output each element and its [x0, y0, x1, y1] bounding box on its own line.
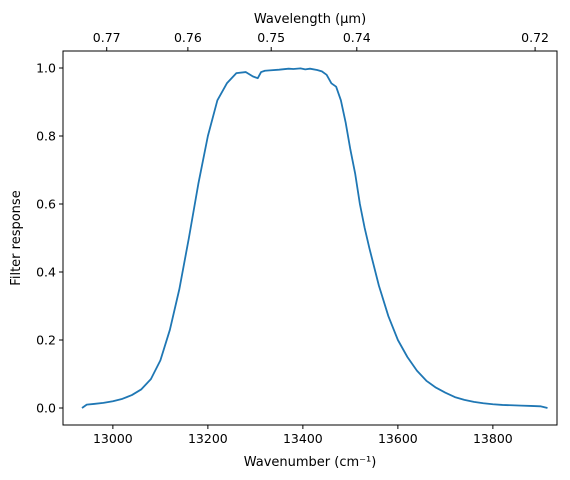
left-y-axis: 0.0 0.2 0.4 0.6 0.8 1.0: [36, 61, 63, 416]
x-tick-label: 13600: [378, 431, 418, 446]
filter-response-line: [81, 67, 548, 409]
y-tick-label: 0.6: [36, 197, 56, 212]
top-tick-label: 0.76: [174, 30, 202, 45]
top-tick-label: 0.72: [521, 30, 549, 45]
x-tick-label: 13800: [473, 431, 513, 446]
x-tick-label: 13400: [283, 431, 323, 446]
y-tick-label: 0.2: [36, 333, 56, 348]
x-tick-label: 13200: [188, 431, 228, 446]
y-tick-label: 0.8: [36, 129, 56, 144]
y-tick-label: 0.0: [36, 401, 56, 416]
x-axis-label: Wavenumber (cm⁻¹): [244, 455, 377, 470]
bottom-x-axis: 13000 13200 13400 13600 13800: [93, 425, 513, 446]
x-tick-label: 13000: [93, 431, 133, 446]
plot-frame: [62, 50, 558, 426]
top-x-axis-label: Wavelength (μm): [254, 12, 366, 27]
top-tick-label: 0.75: [257, 30, 285, 45]
y-tick-label: 1.0: [36, 61, 56, 76]
y-tick-label: 0.4: [36, 265, 56, 280]
top-tick-label: 0.77: [93, 30, 121, 45]
plot-area: [63, 51, 557, 425]
top-x-axis: 0.77 0.76 0.75 0.74 0.72: [93, 30, 549, 51]
top-tick-label: 0.74: [343, 30, 371, 45]
y-axis-label: Filter response: [9, 190, 24, 285]
